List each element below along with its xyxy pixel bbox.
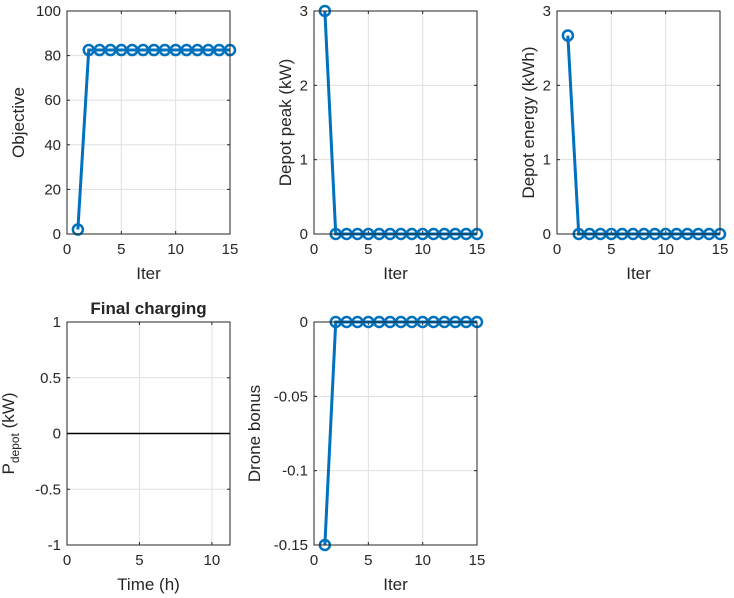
x-axis-label: Iter	[383, 264, 408, 283]
y-tick-label: 3	[300, 3, 308, 20]
axes-frame	[313, 321, 478, 546]
y-tick-label: 0	[300, 226, 308, 243]
x-tick-label: 10	[414, 241, 431, 258]
chart-title: Final charging	[90, 299, 206, 318]
y-axis-label: Depot energy (kWh)	[519, 46, 538, 198]
y-tick-label: 1	[300, 152, 308, 169]
y-tick-label: 20	[44, 181, 61, 198]
data-point	[71, 223, 85, 236]
y-tick-label: -0.05	[274, 388, 308, 405]
x-tick-label: 15	[469, 241, 486, 258]
y-tick-label: -0.5	[35, 481, 61, 498]
y-axis-label: Depot peak (kW)	[276, 59, 295, 187]
axes-frame	[313, 10, 478, 235]
y-tick-label: 0.5	[40, 370, 61, 387]
y-tick-label: -1	[48, 537, 61, 554]
x-tick-label: 0	[63, 552, 71, 569]
x-tick-label: 15	[469, 552, 486, 569]
x-tick-label: 10	[414, 552, 431, 569]
x-tick-label: 0	[553, 241, 561, 258]
axes-depot-peak: 0 5 10 15 0 1 2 3 Iter Depot peak (kW)	[276, 3, 485, 283]
x-tick-label: 15	[712, 241, 729, 258]
x-tick-label: 10	[657, 241, 674, 258]
y-tick-label: 0	[53, 226, 61, 243]
x-tick-label: 0	[63, 241, 71, 258]
y-tick-label: 0	[543, 226, 551, 243]
axes-frame	[66, 10, 231, 235]
x-tick-label: 10	[204, 552, 221, 569]
y-tick-label: 0	[53, 426, 61, 443]
y-tick-label: -0.1	[282, 463, 308, 480]
y-tick-label: 2	[543, 77, 551, 94]
x-tick-label: 5	[135, 552, 143, 569]
axes-frame	[556, 10, 721, 235]
series-line	[76, 48, 230, 230]
axes-objective: 0 5 10 15 0 20 40 60 80 100 Iter Objective	[9, 3, 238, 283]
y-axis-label: Drone bonus	[245, 385, 264, 482]
y-tick-label: 60	[44, 92, 61, 109]
x-tick-label: 15	[222, 241, 239, 258]
x-tick-label: 5	[117, 241, 125, 258]
axes-depot-energy: 0 5 10 15 0 1 2 3 Iter Depot energy (kWh)	[519, 3, 728, 283]
x-tick-label: 0	[310, 241, 318, 258]
axes-final-charging: 0 5 10 -1 -0.5 0 0.5 1 Time (h) Pdepot (kW) Final …	[0, 299, 231, 594]
x-tick-label: 0	[310, 552, 318, 569]
x-axis-label: Iter	[136, 264, 161, 283]
y-tick-label: 40	[44, 137, 61, 154]
axes-drone-bonus: 0 5 10 15 -0.15 -0.1 -0.05 0 Iter Drone bonus	[245, 314, 485, 594]
y-axis-label: Pdepot (kW)	[0, 393, 22, 475]
plot-area	[314, 322, 477, 545]
y-tick-label: 2	[300, 77, 308, 94]
plot-area	[314, 11, 477, 234]
y-tick-label: 1	[53, 314, 61, 331]
y-axis-label: Objective	[9, 87, 28, 158]
y-tick-label: 1	[543, 152, 551, 169]
x-tick-label: 5	[364, 241, 372, 258]
x-axis-label: Iter	[626, 264, 651, 283]
plot-area	[557, 11, 720, 234]
x-axis-label: Time (h)	[117, 575, 180, 594]
data-point	[561, 29, 575, 42]
x-tick-label: 5	[607, 241, 615, 258]
axes-frame	[66, 321, 231, 546]
y-tick-label: 80	[44, 48, 61, 65]
x-tick-label: 5	[364, 552, 372, 569]
y-tick-label: 3	[543, 3, 551, 20]
y-tick-label: -0.15	[274, 537, 308, 554]
y-tick-label: 100	[36, 3, 61, 20]
x-tick-label: 10	[167, 241, 184, 258]
x-axis-label: Iter	[383, 575, 408, 594]
y-tick-label: 0	[300, 314, 308, 331]
